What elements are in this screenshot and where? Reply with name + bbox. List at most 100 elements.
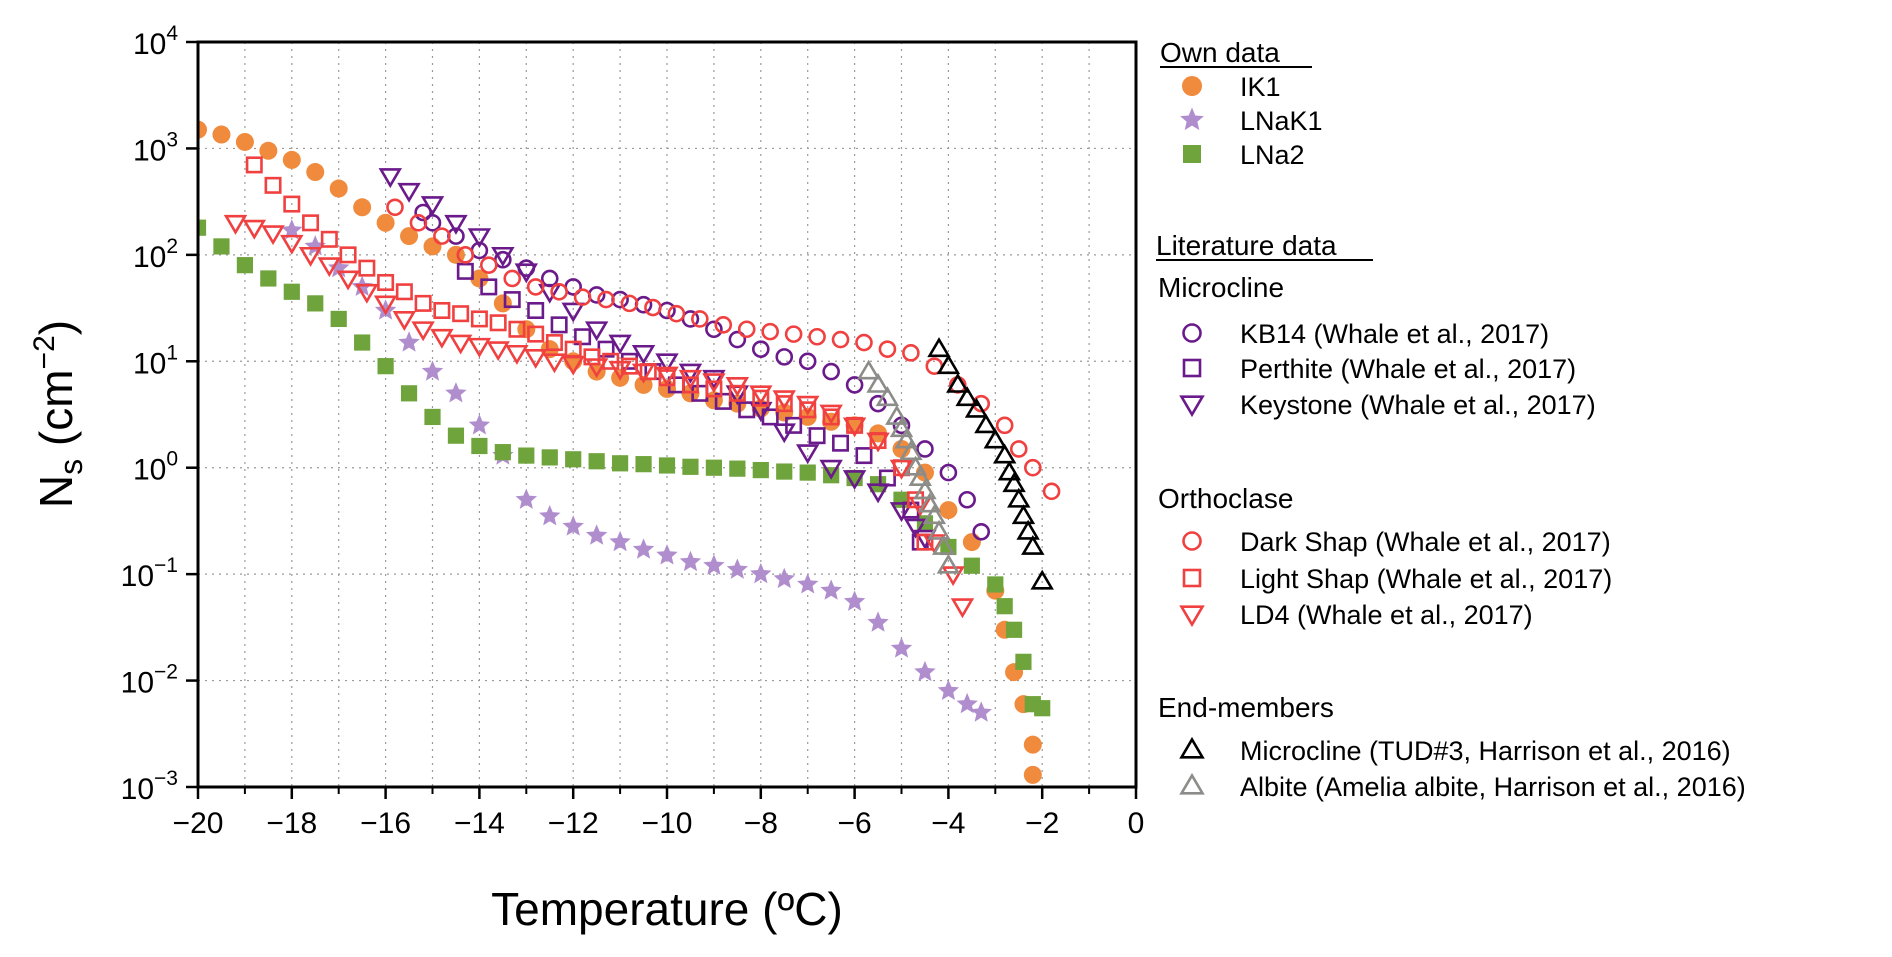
data-point bbox=[400, 227, 419, 246]
data-point bbox=[608, 360, 632, 381]
data-point bbox=[397, 182, 421, 203]
data-point bbox=[584, 321, 609, 342]
data-point bbox=[772, 390, 796, 411]
data-point bbox=[508, 320, 526, 338]
data-point bbox=[329, 179, 348, 198]
legend-entry-microcline-tud-3-harrison-et-al-2016: Microcline (TUD#3, Harrison et al., 2016… bbox=[1179, 736, 1731, 766]
data-point bbox=[283, 283, 300, 300]
data-point bbox=[467, 228, 492, 249]
data-point bbox=[514, 263, 539, 284]
data-point bbox=[773, 567, 795, 589]
data-point bbox=[518, 447, 535, 464]
data-point bbox=[1016, 519, 1040, 540]
data-point bbox=[679, 550, 702, 572]
data-point bbox=[820, 579, 842, 600]
data-point bbox=[958, 490, 976, 509]
data-point bbox=[452, 305, 470, 323]
data-point bbox=[261, 225, 285, 246]
legend-label: IK1 bbox=[1240, 72, 1281, 102]
data-point bbox=[612, 455, 629, 472]
data-point bbox=[795, 395, 820, 416]
data-point bbox=[845, 376, 864, 394]
data-point bbox=[970, 701, 992, 722]
data-point bbox=[964, 397, 989, 418]
x-tick-label: −16 bbox=[360, 807, 411, 840]
data-point bbox=[842, 470, 867, 491]
x-tick-label: −6 bbox=[837, 807, 871, 840]
data-point bbox=[819, 404, 843, 425]
data-point bbox=[307, 295, 324, 312]
y-tick-label-base: 10 bbox=[121, 560, 154, 593]
y-tick-label: 10−3 bbox=[121, 767, 178, 806]
legend-entry-ik1: IK1 bbox=[1182, 72, 1281, 102]
data-point bbox=[354, 334, 371, 351]
series-dark-shap-whale-et-al-2017 bbox=[386, 198, 1061, 501]
y-tick-label-exponent: 1 bbox=[166, 341, 178, 364]
data-point bbox=[542, 353, 567, 374]
data-point bbox=[242, 219, 267, 240]
y-tick-label: 101 bbox=[133, 341, 178, 380]
data-point bbox=[962, 533, 981, 552]
y-axis-title-close: ) bbox=[30, 320, 82, 335]
data-point bbox=[913, 479, 937, 500]
series-layer bbox=[198, 120, 1061, 784]
data-point bbox=[799, 401, 817, 419]
data-point bbox=[843, 590, 866, 611]
y-axis-title: Ns (cm−2) bbox=[28, 320, 89, 508]
y-tick-label-exponent: −2 bbox=[154, 661, 178, 684]
data-point bbox=[491, 246, 515, 267]
data-point bbox=[866, 483, 890, 504]
data-point bbox=[283, 195, 301, 213]
data-point bbox=[1023, 735, 1042, 754]
legend-header-own-data: Own data bbox=[1160, 37, 1280, 68]
data-point bbox=[597, 290, 615, 309]
legend-entry-lna2: LNa2 bbox=[1183, 140, 1305, 170]
legend-label: Perthite (Whale et al., 2017) bbox=[1240, 354, 1576, 384]
data-point bbox=[527, 325, 545, 343]
data-point bbox=[889, 502, 914, 523]
x-tick-label: −2 bbox=[1025, 807, 1059, 840]
data-point bbox=[245, 156, 263, 174]
data-point bbox=[424, 408, 441, 426]
data-point bbox=[541, 449, 558, 466]
data-point bbox=[667, 304, 686, 323]
data-point bbox=[608, 334, 632, 355]
data-point bbox=[725, 376, 750, 397]
data-point bbox=[937, 679, 960, 700]
data-point bbox=[631, 363, 656, 384]
data-point bbox=[705, 380, 723, 398]
data-point bbox=[903, 518, 928, 539]
data-point bbox=[1023, 765, 1042, 784]
data-point bbox=[832, 434, 850, 452]
y-tick-label-exponent: −1 bbox=[154, 554, 178, 577]
data-point bbox=[974, 413, 998, 434]
data-point bbox=[223, 214, 248, 235]
data-point bbox=[822, 362, 840, 381]
data-point bbox=[941, 566, 965, 587]
data-point bbox=[280, 234, 304, 255]
data-point bbox=[259, 141, 278, 160]
data-point bbox=[644, 298, 662, 317]
y-axis-title-unit: (cm bbox=[30, 369, 82, 458]
data-point bbox=[420, 196, 445, 217]
y-tick-label: 103 bbox=[133, 128, 178, 167]
data-point bbox=[772, 423, 796, 444]
data-point bbox=[358, 259, 376, 277]
data-point bbox=[517, 320, 536, 339]
legend-header-literature: Literature data bbox=[1156, 230, 1337, 261]
data-point bbox=[889, 417, 914, 438]
legend-marker bbox=[1179, 736, 1205, 759]
y-tick-label-exponent: 0 bbox=[166, 448, 178, 471]
data-point bbox=[908, 466, 932, 486]
data-point bbox=[398, 331, 420, 352]
legend-marker bbox=[1182, 531, 1202, 551]
data-point bbox=[842, 417, 867, 438]
data-point bbox=[414, 294, 432, 312]
data-point bbox=[1024, 458, 1042, 477]
data-point bbox=[527, 302, 545, 320]
x-tick-label: −4 bbox=[931, 807, 965, 840]
y-axis-title-sub: s bbox=[53, 459, 89, 475]
data-point bbox=[931, 534, 956, 555]
data-point bbox=[963, 557, 980, 574]
data-point bbox=[400, 385, 418, 402]
